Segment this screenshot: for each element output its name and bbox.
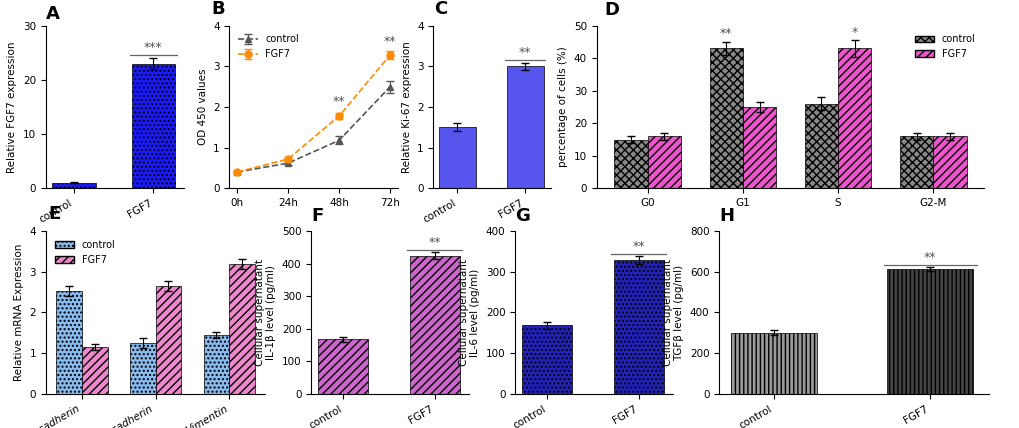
Bar [731,333,816,394]
Y-axis label: Cellular supernatant
TGFβ level (pg/ml): Cellular supernatant TGFβ level (pg/ml) [662,259,684,366]
Legend: control, FGF7: control, FGF7 [234,30,303,63]
Y-axis label: Relative Ki-67 expression: Relative Ki-67 expression [401,41,412,173]
Y-axis label: Relative FGF7 expression: Relative FGF7 expression [7,41,17,173]
Text: H: H [719,207,734,225]
Text: F: F [311,207,323,225]
Bar [804,104,838,188]
Text: **: ** [519,46,531,59]
Bar [52,183,96,188]
Y-axis label: Relative mRNA Expression: Relative mRNA Expression [14,244,24,381]
Bar [438,127,476,188]
Y-axis label: percentage of cells (%): percentage of cells (%) [557,47,568,167]
Text: B: B [212,0,225,18]
Bar [522,325,572,394]
Bar [129,343,156,394]
Text: **: ** [428,236,440,249]
Bar [838,48,870,188]
Legend: control, FGF7: control, FGF7 [910,30,978,63]
Bar [932,136,966,188]
Bar [82,347,107,394]
Y-axis label: Cellular supernatant
IL-6 level (pg/ml): Cellular supernatant IL-6 level (pg/ml) [459,259,480,366]
Bar [887,269,972,394]
Text: **: ** [332,95,345,108]
Text: D: D [604,1,620,19]
Text: **: ** [719,27,732,40]
Bar [647,136,681,188]
Bar [204,335,229,394]
Y-axis label: Cellular supernatant
IL-1β level (pg/ml): Cellular supernatant IL-1β level (pg/ml) [255,259,276,366]
Bar [506,66,543,188]
Text: **: ** [923,251,935,264]
Text: **: ** [383,35,396,48]
Bar [613,140,647,188]
Text: C: C [433,0,446,18]
Bar [131,64,175,188]
Text: *: * [851,26,857,39]
Text: ***: *** [144,42,163,54]
Text: E: E [49,205,61,223]
Text: G: G [515,207,530,225]
Legend: control, FGF7: control, FGF7 [51,236,119,269]
Bar [709,48,742,188]
Bar [56,291,82,394]
Text: **: ** [632,241,644,253]
Bar [318,339,368,394]
Bar [410,256,460,394]
Y-axis label: OD 450 values: OD 450 values [198,69,208,145]
Bar [229,264,255,394]
Text: A: A [46,5,60,23]
Bar [613,260,663,394]
Bar [742,107,775,188]
Bar [899,136,932,188]
Bar [156,286,181,394]
